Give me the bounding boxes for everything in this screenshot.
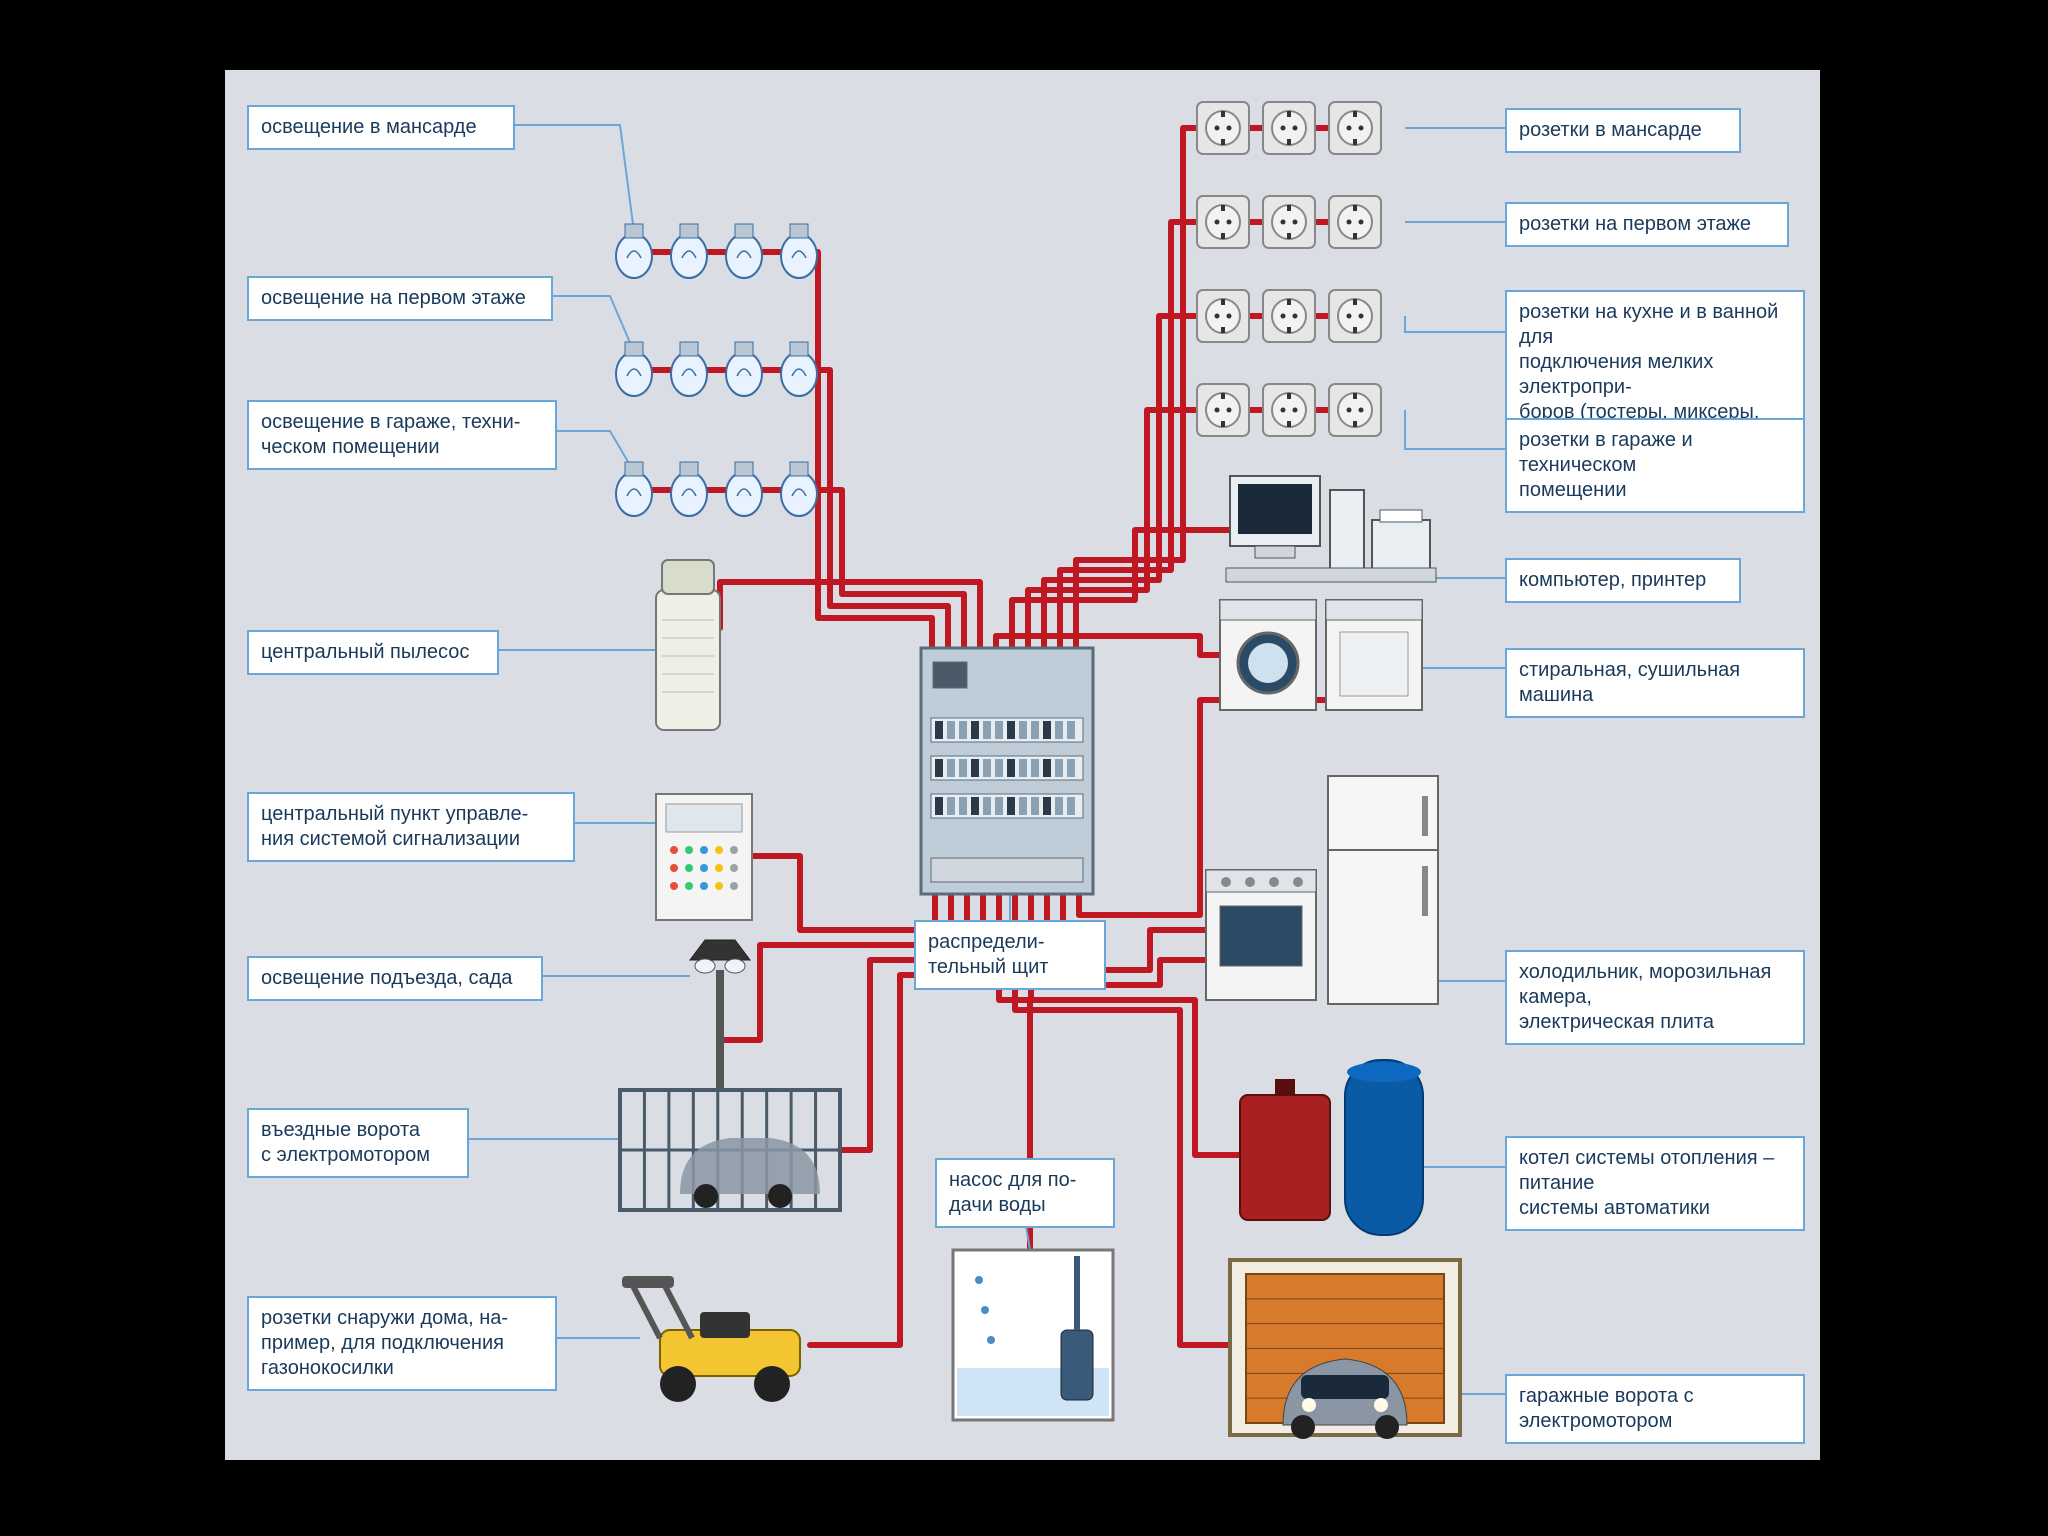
label-alarm: центральный пункт управле-ния системой с… [247,792,575,862]
water-heater-icon [1345,1060,1423,1235]
outlet-icon [1263,290,1315,342]
outlet-icon [1329,102,1381,154]
label-attic-sockets: розетки в мансарде [1505,108,1741,153]
vacuum-icon [656,560,720,730]
boiler-tank-icon [1240,1079,1330,1220]
label-boiler: котел системы отопления – питаниесистемы… [1505,1136,1805,1231]
label-garden-light: освещение подъезда, сада [247,956,543,1001]
gate-icon [620,1090,840,1210]
bulb-icon [671,462,707,516]
outlet-icon [1329,290,1381,342]
label-pc: компьютер, принтер [1505,558,1741,603]
outlet-icon [1197,102,1249,154]
outlet-icon [1329,384,1381,436]
bulb-icon [671,224,707,278]
outlet-icon [1263,384,1315,436]
label-garage-light: освещение в гараже, техни-ческом помещен… [247,400,557,470]
garden-lamp-icon [690,940,750,1090]
bulb-icon [726,462,762,516]
bulb-icon [781,224,817,278]
outlet-icon [1197,196,1249,248]
label-vacuum: центральный пылесос [247,630,499,675]
outlet-icon [1197,290,1249,342]
label-floor1-light: освещение на первом этаже [247,276,553,321]
pump-icon [953,1250,1113,1420]
dryer-icon [1326,600,1422,710]
bulb-icon [726,342,762,396]
label-garage-door: гаражные ворота с электромотором [1505,1374,1805,1444]
label-attic-light: освещение в мансарде [247,105,515,150]
alarm-panel-icon [656,794,752,920]
garage-icon [1230,1260,1460,1439]
label-fridge: холодильник, морозильная камера,электрич… [1505,950,1805,1045]
bulb-icon [616,224,652,278]
bulb-icon [616,342,652,396]
label-gate: въездные воротас электромотором [247,1108,469,1178]
computer-icon [1226,476,1436,582]
fridge-icon [1328,776,1438,1004]
bulb-icon [616,462,652,516]
label-distribution-panel: распредели-тельный щит [914,920,1106,990]
bulb-icon [726,224,762,278]
label-lawn: розетки снаружи дома, на-пример, для под… [247,1296,557,1391]
stage: освещение в мансарде освещение на первом … [0,0,2048,1536]
outlet-icon [1263,196,1315,248]
distribution-panel-icon [921,648,1093,894]
outlet-icon [1197,384,1249,436]
label-floor1-sockets: розетки на первом этаже [1505,202,1789,247]
bulb-icon [671,342,707,396]
bulb-icon [781,342,817,396]
outlet-icon [1329,196,1381,248]
washer-icon [1220,600,1316,710]
stove-icon [1206,870,1316,1000]
label-washer: стиральная, сушильная машина [1505,648,1805,718]
outlet-icon [1263,102,1315,154]
lawnmower-icon [622,1276,800,1402]
bulb-icon [781,462,817,516]
label-pump: насос для по-дачи воды [935,1158,1115,1228]
label-garage-sockets: розетки в гараже и техническомпомещении [1505,418,1805,513]
